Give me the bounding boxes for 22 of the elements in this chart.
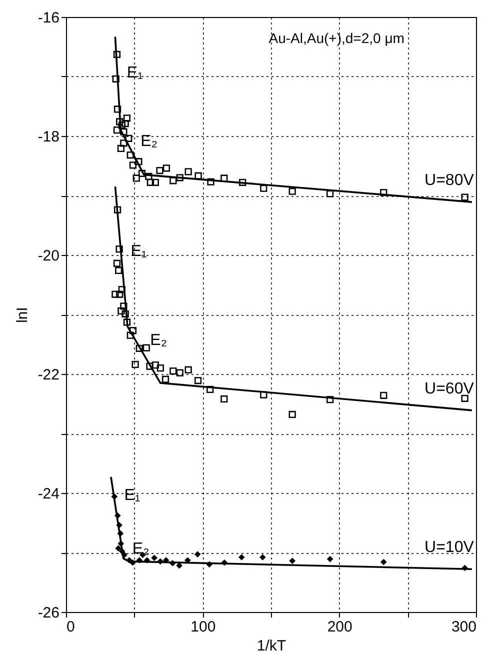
y-tick-label: -16 [38,10,60,26]
annotation: E₂ [140,132,158,150]
y-tick-label: -18 [38,128,60,146]
x-axis-title: 1/kT [256,638,286,654]
x-tick-label: 300 [451,618,476,636]
annotation: E₂ [132,540,150,558]
text: Au-Al,Au(+),d=2,0 μm [268,30,404,46]
y-tick-label: -20 [38,248,60,264]
y-axis-title: lnI [14,307,31,323]
annotation: E₂ [150,332,168,350]
y-tick-label: -22 [38,366,60,384]
annotation: U=80V [424,172,474,190]
annotation: E₁ [126,64,143,82]
y-tick-label: -24 [38,486,60,502]
annotation: E₁ [130,242,147,260]
y-tick-label: -26 [38,604,60,622]
annotation: E₁ [124,486,140,504]
annotation: U=10V [424,539,474,556]
annotation: U=60V [424,380,474,398]
x-tick-label: 200 [327,618,352,636]
x-tick-label: 100 [190,618,216,636]
x-tick-label: 0 [66,618,75,636]
